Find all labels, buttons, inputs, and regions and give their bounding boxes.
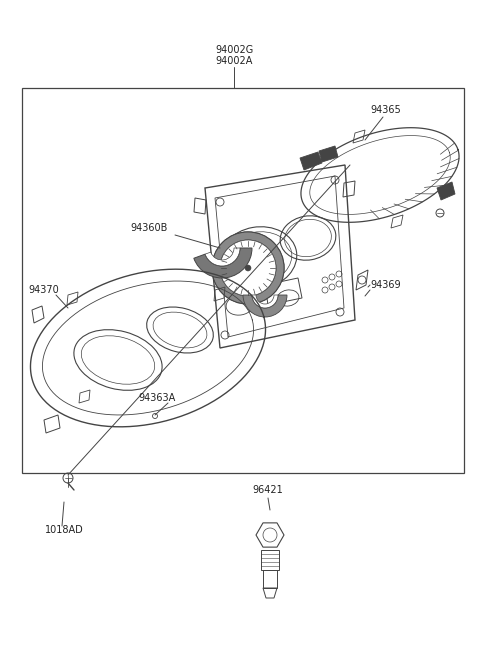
Circle shape: [220, 240, 276, 296]
Text: 94002G: 94002G: [215, 45, 253, 55]
Text: 94363A: 94363A: [138, 393, 175, 403]
Wedge shape: [205, 248, 240, 266]
Circle shape: [245, 265, 251, 271]
Text: 1018AD: 1018AD: [45, 525, 84, 535]
Ellipse shape: [147, 307, 213, 353]
Text: 94365: 94365: [370, 105, 401, 115]
Text: 96421: 96421: [252, 485, 283, 495]
Polygon shape: [300, 152, 322, 170]
Wedge shape: [194, 248, 252, 278]
Text: 94360B: 94360B: [130, 223, 168, 233]
Text: 94369: 94369: [370, 280, 401, 290]
Polygon shape: [437, 182, 455, 200]
Bar: [22, 88, 464, 473]
Wedge shape: [252, 295, 278, 308]
Wedge shape: [212, 232, 284, 304]
Wedge shape: [243, 295, 287, 317]
Ellipse shape: [74, 329, 162, 390]
Text: 94002A: 94002A: [216, 56, 252, 66]
Polygon shape: [319, 146, 338, 162]
Text: 94370: 94370: [28, 285, 59, 295]
